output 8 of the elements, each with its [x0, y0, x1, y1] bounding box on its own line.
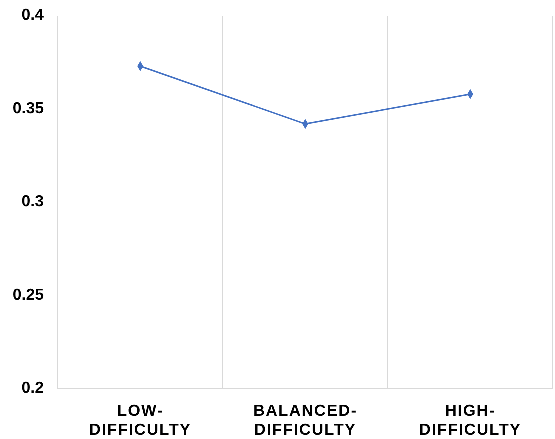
y-tick-label: 0.4 [22, 7, 44, 24]
y-tick-label: 0.25 [12, 286, 44, 304]
x-tick-label: BALANCED-DIFFICULTY [253, 403, 358, 439]
x-tick-label: HIGH-DIFFICULTY [419, 403, 522, 439]
x-tick-label: LOW-DIFFICULTY [89, 403, 192, 439]
y-tick-label: 0.3 [22, 194, 44, 211]
y-tick-label: 0.2 [22, 380, 44, 398]
y-tick-label: 0.35 [12, 100, 44, 118]
